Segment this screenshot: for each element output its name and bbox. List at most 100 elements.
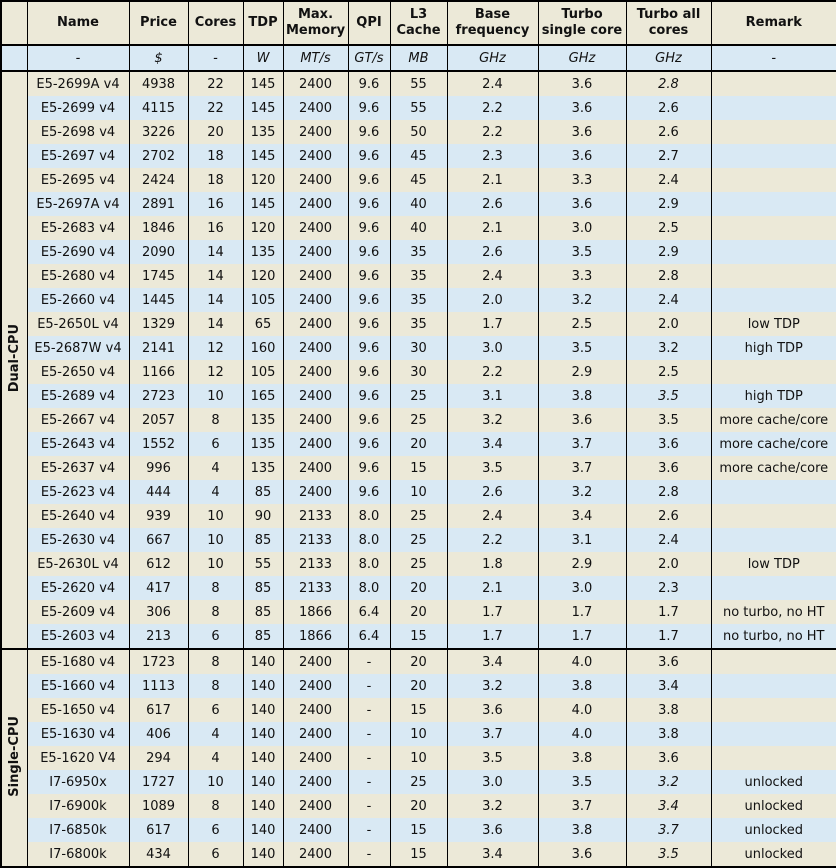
cell-base-frequency: 3.6 — [446, 698, 538, 722]
cell-remark — [710, 240, 836, 264]
unit-name: - — [26, 45, 129, 72]
cell-turbo-single-core: 3.7 — [537, 432, 626, 456]
cell-max-memory: 2400 — [282, 120, 348, 144]
cell-qpi: - — [347, 674, 390, 698]
cell-tdp: 85 — [242, 576, 283, 600]
cell-remark: high TDP — [710, 384, 836, 408]
cell-qpi: - — [347, 770, 390, 794]
cell-base-frequency: 2.6 — [446, 480, 538, 504]
cell-turbo-all-cores: 2.9 — [625, 240, 711, 264]
cell-name: E5-1650 v4 — [27, 698, 129, 722]
cell-name: E5-2690 v4 — [27, 240, 129, 264]
cell-max-memory: 2400 — [282, 96, 348, 120]
cell-price: 1166 — [128, 360, 188, 384]
cell-name: E5-2689 v4 — [27, 384, 129, 408]
table-row: E5-2690 v4 2090 14 135 2400 9.6 35 2.6 3.5 2.9 — [1, 240, 836, 264]
cell-turbo-all-cores: 3.6 — [625, 456, 711, 480]
cell-remark — [710, 528, 836, 552]
cell-cores: 12 — [187, 360, 243, 384]
group-column-unit — [1, 45, 27, 72]
cell-remark: unlocked — [710, 842, 836, 867]
cell-tdp: 140 — [242, 648, 283, 674]
column-header-remark: Remark — [710, 1, 836, 46]
cell-max-memory: 2133 — [282, 552, 348, 576]
group-vertical-label: Single-CPU — [6, 715, 22, 797]
cell-price: 1745 — [128, 264, 188, 288]
cell-name: I7-6800k — [27, 842, 129, 867]
cell-base-frequency: 1.8 — [446, 552, 538, 576]
cell-name: E5-2660 v4 — [27, 288, 129, 312]
cell-turbo-all-cores: 2.9 — [625, 192, 711, 216]
cell-remark — [710, 576, 836, 600]
cell-base-frequency: 3.4 — [446, 432, 538, 456]
column-header-cores: Cores — [187, 1, 243, 46]
cell-remark: low TDP — [710, 312, 836, 336]
table-row: E5-1660 v4 1113 8 140 2400-20 3.2 3.8 3.4 — [1, 674, 836, 698]
cell-name: E5-1660 v4 — [27, 674, 129, 698]
cell-tdp: 85 — [242, 624, 283, 649]
cell-turbo-single-core: 3.0 — [537, 216, 626, 240]
cell-turbo-single-core: 1.7 — [537, 624, 626, 649]
cell-tdp: 135 — [242, 408, 283, 432]
cell-cores: 22 — [187, 71, 243, 96]
cell-name: E5-2695 v4 — [27, 168, 129, 192]
cell-max-memory: 2400 — [282, 432, 348, 456]
cell-turbo-single-core: 3.8 — [537, 746, 626, 770]
column-header-base-frequency: Base frequency — [446, 1, 538, 46]
cell-l3-cache: 25 — [389, 552, 447, 576]
cell-price: 1846 — [128, 216, 188, 240]
table-row: E5-2640 v4 939 10 90 2133 8.0 25 2.4 3.4 2.6 — [1, 504, 836, 528]
column-header-price: Price — [128, 1, 188, 46]
cell-l3-cache: 30 — [389, 336, 447, 360]
cell-tdp: 145 — [242, 96, 283, 120]
cell-price: 434 — [128, 842, 188, 867]
cell-base-frequency: 2.2 — [446, 528, 538, 552]
cell-turbo-all-cores: 2.4 — [625, 288, 711, 312]
cell-cores: 4 — [187, 722, 243, 746]
cell-cores: 4 — [187, 480, 243, 504]
cell-name: E5-2603 v4 — [27, 624, 129, 649]
cell-cores: 8 — [187, 648, 243, 674]
cell-tdp: 140 — [242, 746, 283, 770]
cell-cores: 18 — [187, 168, 243, 192]
table-row: E5-2630L v4 612 10 55 2133 8.0 25 1.8 2.9 2.0 low … — [1, 552, 836, 576]
table-row: E5-2683 v4 1846 16 120 2400 9.6 40 2.1 3.0 2.5 — [1, 216, 836, 240]
table-row: E5-2609 v4 306 8 85 1866 6.4 20 1.7 1.7 1.7 no tur… — [1, 600, 836, 624]
cell-turbo-single-core: 1.7 — [537, 600, 626, 624]
cell-cores: 8 — [187, 794, 243, 818]
cell-turbo-single-core: 3.8 — [537, 674, 626, 698]
cell-turbo-single-core: 3.1 — [537, 528, 626, 552]
table-row: E5-2630 v4 667 10 85 2133 8.0 25 2.2 3.1 2.4 — [1, 528, 836, 552]
cell-l3-cache: 30 — [389, 360, 447, 384]
cell-price: 4938 — [128, 71, 188, 96]
table-row: I7-6850k 617 6 140 2400-15 3.6 3.8 3.7 unlocked — [1, 818, 836, 842]
cell-base-frequency: 3.2 — [446, 674, 538, 698]
cell-remark — [710, 96, 836, 120]
table-row: E5-2650 v4 1166 12 105 2400 9.6 30 2.2 2.9 2.5 — [1, 360, 836, 384]
header-row: Name Price Cores TDP Max. Memory QPI L3 … — [1, 1, 836, 46]
column-header-l3-cache: L3 Cache — [389, 1, 447, 46]
cell-qpi: 9.6 — [347, 96, 390, 120]
cell-name: E5-2640 v4 — [27, 504, 129, 528]
cell-name: E5-2699A v4 — [26, 71, 129, 96]
cell-turbo-single-core: 3.0 — [537, 576, 626, 600]
cell-l3-cache: 40 — [389, 192, 447, 216]
table-row: E5-2620 v4 417 8 85 2133 8.0 20 2.1 3.0 2.3 — [1, 576, 836, 600]
cell-base-frequency: 2.4 — [446, 504, 538, 528]
cell-max-memory: 2400 — [282, 842, 348, 867]
cell-max-memory: 2400 — [282, 216, 348, 240]
cell-l3-cache: 15 — [389, 456, 447, 480]
unit-tdp: W — [242, 45, 283, 72]
cell-turbo-all-cores: 2.5 — [625, 216, 711, 240]
cell-turbo-single-core: 2.9 — [537, 360, 626, 384]
cell-price: 3226 — [128, 120, 188, 144]
cell-l3-cache: 55 — [389, 96, 447, 120]
cell-tdp: 120 — [242, 264, 283, 288]
cell-turbo-single-core: 3.6 — [537, 96, 626, 120]
cell-remark: no turbo, no HT — [710, 624, 836, 649]
cell-tdp: 140 — [242, 770, 283, 794]
cell-turbo-single-core: 3.5 — [537, 240, 626, 264]
cell-l3-cache: 10 — [389, 480, 447, 504]
cell-tdp: 120 — [242, 168, 283, 192]
